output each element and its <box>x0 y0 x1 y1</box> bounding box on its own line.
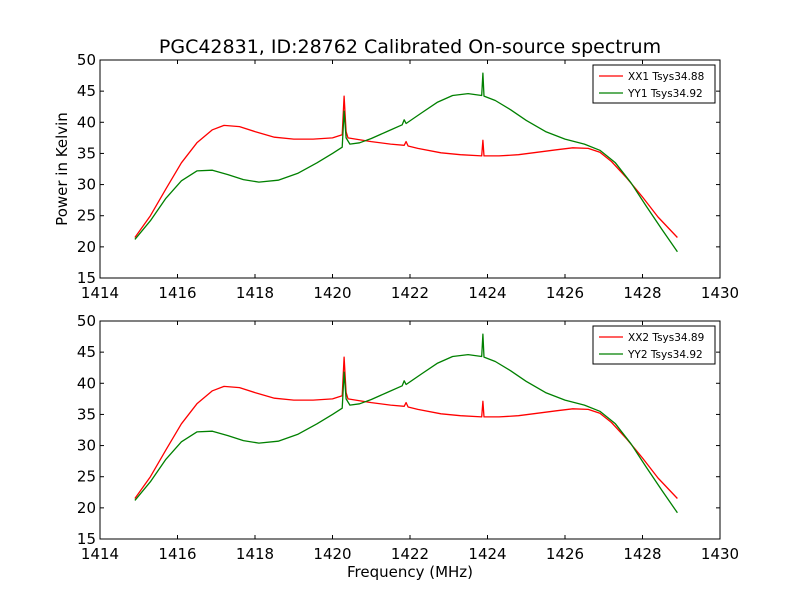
x-tick-label: 1428 <box>623 545 661 563</box>
y-tick-label: 35 <box>77 144 96 162</box>
legend-box <box>592 64 716 104</box>
x-tick-label: 1420 <box>313 545 351 563</box>
x-tick-label: 1414 <box>81 545 119 563</box>
y-axis-label: Power in Kelvin <box>53 112 71 226</box>
x-tick-label: 1422 <box>391 545 429 563</box>
x-tick-label: 1422 <box>391 284 429 302</box>
x-tick-label: 1424 <box>468 545 506 563</box>
legend-label: XX1 Tsys34.88 <box>628 71 704 83</box>
x-tick-label: 1416 <box>158 284 196 302</box>
legend: XX1 Tsys34.88 YY1 Tsys34.92 <box>592 64 716 104</box>
y-tick-label: 15 <box>77 530 96 548</box>
y-tick-label: 20 <box>77 238 96 256</box>
y-tick-label: 20 <box>77 499 96 517</box>
figure-title: PGC42831, ID:28762 Calibrated On-source … <box>159 36 661 58</box>
y-tick-label: 30 <box>77 437 96 455</box>
x-tick-label: 1430 <box>701 284 739 302</box>
legend: XX2 Tsys34.89 YY2 Tsys34.92 <box>592 325 716 365</box>
x-tick-label: 1418 <box>236 284 274 302</box>
x-tick-label: 1414 <box>81 284 119 302</box>
y-tick-label: 30 <box>77 176 96 194</box>
series-line-2 <box>134 333 678 514</box>
y-tick-label: 25 <box>77 468 96 486</box>
x-tick-label: 1426 <box>546 545 584 563</box>
legend-label: XX2 Tsys34.89 <box>628 332 704 344</box>
y-tick-label: 50 <box>77 312 96 330</box>
x-tick-label: 1426 <box>546 284 584 302</box>
x-tick-label: 1430 <box>701 545 739 563</box>
x-tick-label: 1428 <box>623 284 661 302</box>
legend-label: YY1 Tsys34.92 <box>627 88 703 100</box>
y-tick-label: 35 <box>77 405 96 423</box>
x-tick-label: 1424 <box>468 284 506 302</box>
legend-label: YY2 Tsys34.92 <box>627 349 703 361</box>
top-panel: 1414 1416 1418 1420 1422 1424 1426 1428 1430 15 20… <box>53 51 739 302</box>
x-tick-label: 1418 <box>236 545 274 563</box>
y-tick-label: 25 <box>77 207 96 225</box>
y-tick-label: 15 <box>77 269 96 287</box>
legend-box <box>592 325 716 365</box>
y-tick-label: 40 <box>77 113 96 131</box>
series-line-1 <box>134 356 678 499</box>
bottom-panel: 1414 1416 1418 1420 1422 1424 1426 1428 1430 15 20… <box>77 312 739 581</box>
y-tick-label: 50 <box>77 51 96 69</box>
y-tick-label: 40 <box>77 374 96 392</box>
series-line-1 <box>134 95 678 238</box>
x-axis-label: Frequency (MHz) <box>347 563 473 581</box>
series-line-2 <box>134 72 678 253</box>
y-tick-label: 45 <box>77 343 96 361</box>
x-tick-label: 1416 <box>158 545 196 563</box>
y-tick-label: 45 <box>77 82 96 100</box>
x-tick-label: 1420 <box>313 284 351 302</box>
